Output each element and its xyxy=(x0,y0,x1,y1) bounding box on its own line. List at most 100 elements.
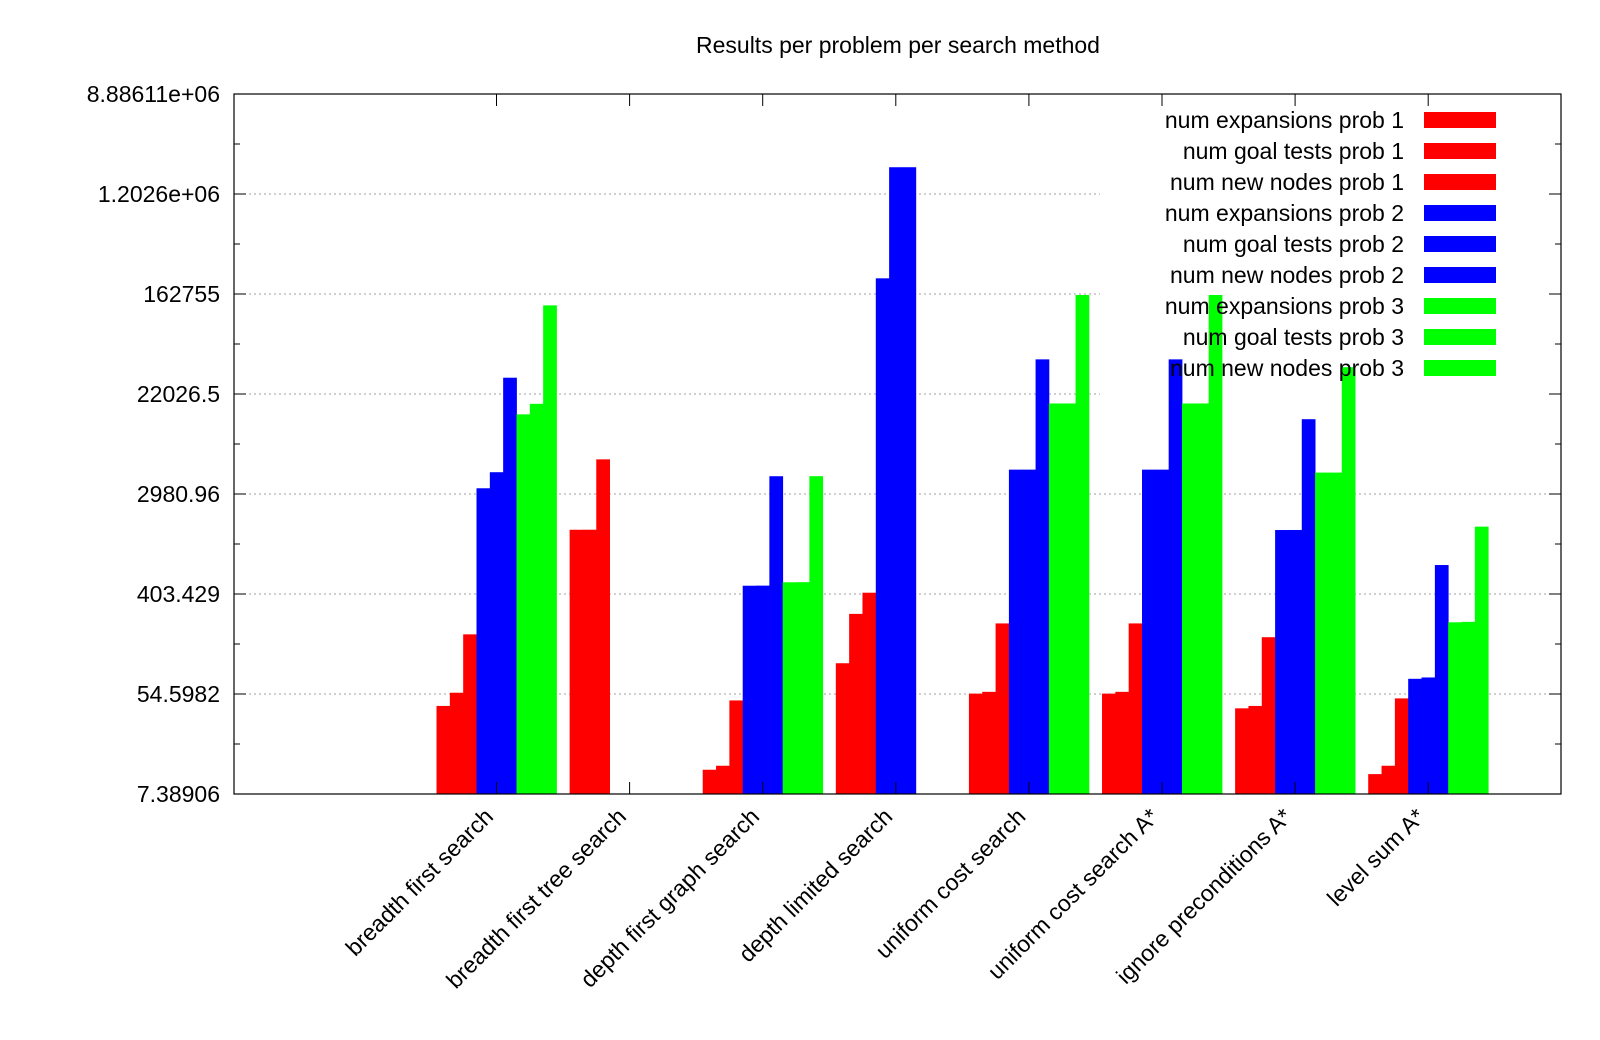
legend-swatch xyxy=(1424,174,1496,190)
legend-item: num new nodes prob 3 xyxy=(1170,355,1496,381)
bar xyxy=(1301,419,1316,794)
bar xyxy=(596,459,610,794)
bar xyxy=(1448,622,1462,794)
bar xyxy=(1195,403,1210,794)
bar xyxy=(1075,294,1090,794)
bar-group xyxy=(569,459,610,794)
legend-label: num goal tests prob 1 xyxy=(1183,138,1404,164)
bar xyxy=(702,769,717,794)
legend-label: num expansions prob 1 xyxy=(1165,107,1404,133)
bar xyxy=(1102,693,1116,794)
bar xyxy=(1208,294,1223,794)
bar xyxy=(875,278,890,794)
bar xyxy=(1394,698,1409,794)
y-tick-label: 2980.96 xyxy=(137,481,220,507)
x-tick-label: level sum A* xyxy=(1322,803,1430,911)
bar xyxy=(1341,367,1356,794)
bar xyxy=(1035,359,1050,794)
x-tick-label: uniform cost search xyxy=(870,803,1030,963)
bar xyxy=(1328,472,1343,794)
bar xyxy=(769,476,784,794)
legend-swatch xyxy=(1424,205,1496,221)
legend-item: num goal tests prob 2 xyxy=(1183,231,1496,257)
bar-group xyxy=(835,167,917,795)
bar xyxy=(529,403,544,794)
legend-label: num goal tests prob 3 xyxy=(1183,324,1404,350)
legend: num expansions prob 1 num goal tests prob… xyxy=(1165,107,1496,381)
bar xyxy=(1155,469,1170,794)
bar xyxy=(1022,469,1036,794)
bar xyxy=(862,592,877,794)
legend-swatch xyxy=(1424,298,1496,314)
bar-group xyxy=(968,294,1090,794)
axis-ticks xyxy=(234,93,1561,795)
bar xyxy=(1434,565,1449,794)
x-tick-label: breadth first search xyxy=(340,803,498,961)
legend-item: num new nodes prob 2 xyxy=(1170,262,1496,288)
legend-label: num new nodes prob 2 xyxy=(1170,262,1404,288)
legend-item: num expansions prob 2 xyxy=(1165,200,1496,226)
bar xyxy=(995,623,1010,794)
bar xyxy=(543,305,557,794)
bar xyxy=(1062,403,1076,794)
bar xyxy=(1048,403,1063,794)
bar xyxy=(463,634,477,794)
bar xyxy=(716,765,730,794)
legend-swatch xyxy=(1424,112,1496,128)
bar xyxy=(1235,708,1249,794)
bar xyxy=(449,692,464,794)
bar xyxy=(782,582,797,794)
bar xyxy=(1288,529,1303,794)
bar xyxy=(1474,526,1489,794)
bar xyxy=(968,693,983,794)
bar-group xyxy=(1368,526,1489,794)
legend-label: num goal tests prob 2 xyxy=(1183,231,1404,257)
bar xyxy=(1368,774,1382,794)
bar xyxy=(742,585,757,794)
y-tick-label: 8.88611e+06 xyxy=(87,81,220,107)
chart-title: Results per problem per search method xyxy=(696,32,1100,58)
bar xyxy=(1408,678,1422,794)
bar xyxy=(796,582,810,794)
bar xyxy=(1115,691,1130,794)
legend-label: num new nodes prob 1 xyxy=(1170,169,1404,195)
bar xyxy=(1182,403,1196,794)
y-tick-label: 162755 xyxy=(143,281,220,307)
legend-label: num new nodes prob 3 xyxy=(1170,355,1404,381)
bar xyxy=(1381,765,1396,794)
bar xyxy=(849,613,863,794)
bar xyxy=(982,691,996,794)
bar xyxy=(489,472,504,794)
bar-group xyxy=(1102,294,1223,794)
legend-swatch xyxy=(1424,360,1496,376)
legend-swatch xyxy=(1424,143,1496,159)
bar xyxy=(1275,530,1289,794)
bar xyxy=(1461,621,1476,794)
bar xyxy=(1128,623,1143,794)
bar-groups xyxy=(436,167,1489,795)
bar xyxy=(476,488,491,794)
bar xyxy=(1315,472,1329,794)
legend-label: num expansions prob 2 xyxy=(1165,200,1404,226)
bar xyxy=(503,377,517,794)
legend-swatch xyxy=(1424,329,1496,345)
bar xyxy=(756,585,770,794)
bar xyxy=(729,700,744,794)
bar xyxy=(809,476,824,794)
bar xyxy=(569,529,584,794)
y-tick-label: 54.5982 xyxy=(137,681,220,707)
legend-item: num expansions prob 1 xyxy=(1165,107,1496,133)
bar xyxy=(1168,359,1183,794)
legend-label: num expansions prob 3 xyxy=(1165,293,1404,319)
bar-group xyxy=(436,305,557,794)
bar-group xyxy=(1235,367,1356,794)
legend-item: num expansions prob 3 xyxy=(1165,293,1496,319)
bar xyxy=(1261,637,1276,794)
bar xyxy=(1248,705,1263,794)
bar xyxy=(889,167,903,795)
bar-group xyxy=(702,476,824,794)
bar xyxy=(902,167,917,795)
